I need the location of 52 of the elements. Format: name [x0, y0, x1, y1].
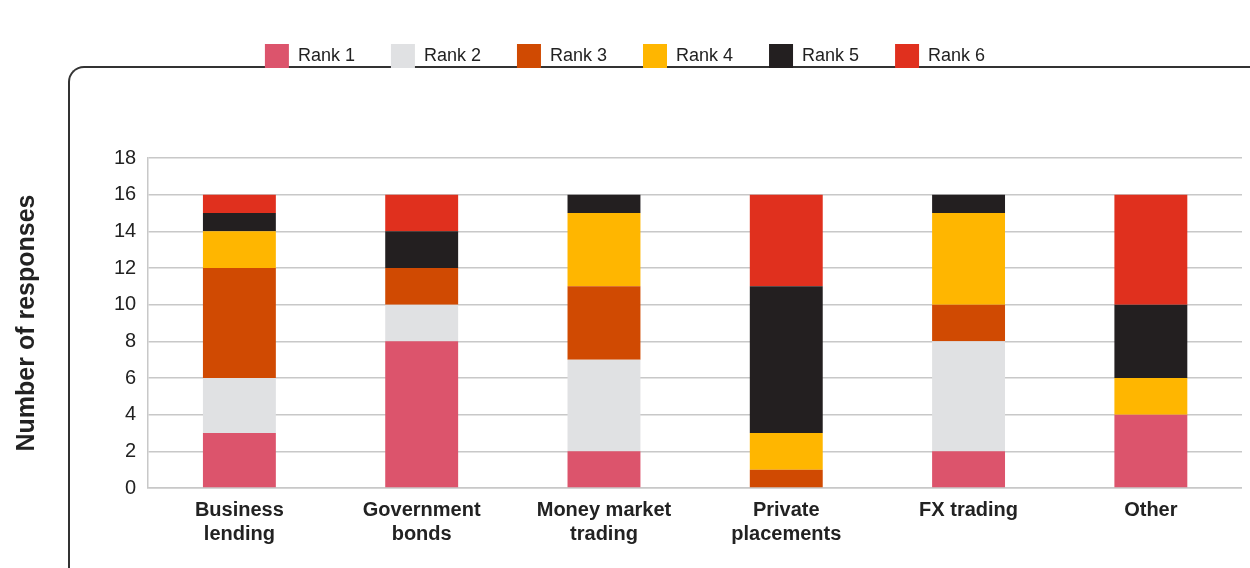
bar — [932, 213, 1006, 305]
y-tick-label: 2 — [125, 438, 137, 461]
y-tick-label: 0 — [125, 475, 137, 498]
bar — [567, 451, 641, 488]
bar — [749, 469, 823, 488]
bar — [749, 433, 823, 470]
bar — [202, 213, 276, 232]
x-tick-label: Private placements — [731, 497, 842, 544]
y-tick-label: 16 — [114, 182, 137, 205]
x-tick-label: Other — [1124, 497, 1178, 520]
bar — [749, 194, 823, 287]
bar — [1114, 378, 1188, 415]
bar — [932, 194, 1006, 213]
bar — [567, 194, 641, 213]
legend-label: Rank 4 — [676, 44, 734, 65]
bar — [567, 286, 641, 360]
x-tick-label: Government bonds — [362, 497, 481, 544]
y-tick-label: 10 — [114, 292, 137, 315]
legend-label: Rank 3 — [549, 44, 608, 65]
bar — [1114, 194, 1188, 305]
x-tick-label: Money market trading — [536, 497, 672, 544]
bar — [202, 268, 276, 378]
bar — [932, 341, 1006, 452]
y-tick-label: 6 — [125, 365, 137, 388]
bar — [1114, 414, 1188, 488]
x-tick-label: Business lending — [194, 497, 284, 544]
y-axis-title: Number of responses — [10, 194, 39, 452]
legend-label: Rank 6 — [928, 44, 986, 65]
bar — [567, 213, 641, 287]
bar — [202, 433, 276, 488]
bar — [385, 231, 459, 268]
y-tick-label: 18 — [114, 145, 137, 168]
y-tick-label: 4 — [125, 402, 137, 425]
bar — [385, 268, 459, 305]
y-tick-label: 8 — [125, 328, 137, 351]
bar — [1114, 304, 1188, 378]
bar — [202, 378, 276, 433]
x-tick-label: FX trading — [919, 497, 1019, 520]
bar — [932, 304, 1006, 342]
legend-label: Rank 2 — [423, 44, 481, 65]
bar — [202, 231, 276, 268]
y-tick-label: 14 — [114, 218, 137, 241]
bar — [202, 194, 276, 213]
legend-label: Rank 1 — [297, 44, 355, 65]
bar — [385, 304, 459, 342]
bar — [932, 451, 1006, 488]
y-tick-label: 12 — [114, 255, 137, 278]
bar — [385, 194, 459, 232]
legend-label: Rank 5 — [802, 44, 860, 65]
bar — [749, 286, 823, 433]
bar — [567, 359, 641, 452]
bar — [385, 341, 459, 488]
